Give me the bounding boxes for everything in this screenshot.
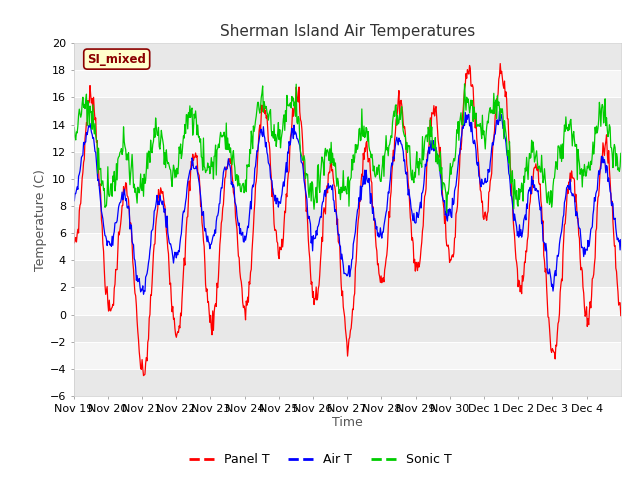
Panel T [140,373,147,379]
Sonic T [617,150,625,156]
Air T [617,237,625,242]
Bar [74,152,621,179]
Bar [74,43,621,71]
Panel T [236,255,243,261]
Panel T [283,194,291,200]
Bar [74,179,621,206]
Panel T [134,329,141,335]
Sonic T [461,81,468,87]
Air T [283,169,291,175]
Air T [134,279,141,285]
Panel T [617,313,625,319]
Bar [74,125,621,152]
Text: SI_mixed: SI_mixed [87,53,146,66]
Air T [140,291,147,297]
Y-axis label: Temperature (C): Temperature (C) [34,168,47,271]
Line: Panel T: Panel T [74,63,621,376]
Sonic T [134,184,141,190]
Bar [74,206,621,233]
Panel T [70,227,77,232]
Bar [74,314,621,342]
Air T [262,140,270,145]
Line: Air T: Air T [74,111,621,294]
Sonic T [282,119,290,124]
Bar [74,342,621,369]
Air T [404,192,412,198]
Sonic T [435,152,442,158]
Bar [74,369,621,396]
Title: Sherman Island Air Temperatures: Sherman Island Air Temperatures [220,24,475,39]
Panel T [435,143,443,148]
X-axis label: Time: Time [332,417,363,430]
Sonic T [404,150,412,156]
Air T [70,197,77,203]
Bar [74,288,621,314]
Sonic T [70,134,77,140]
Bar [74,233,621,260]
Legend: Panel T, Air T, Sonic T: Panel T, Air T, Sonic T [184,448,456,471]
Panel T [262,115,270,121]
Sonic T [443,210,451,216]
Line: Sonic T: Sonic T [74,84,621,213]
Bar [74,260,621,288]
Air T [236,220,243,226]
Bar [74,71,621,97]
Panel T [497,60,504,66]
Air T [495,108,503,114]
Bar [74,97,621,125]
Air T [435,159,443,165]
Sonic T [262,106,269,112]
Panel T [404,180,412,186]
Sonic T [235,173,243,179]
